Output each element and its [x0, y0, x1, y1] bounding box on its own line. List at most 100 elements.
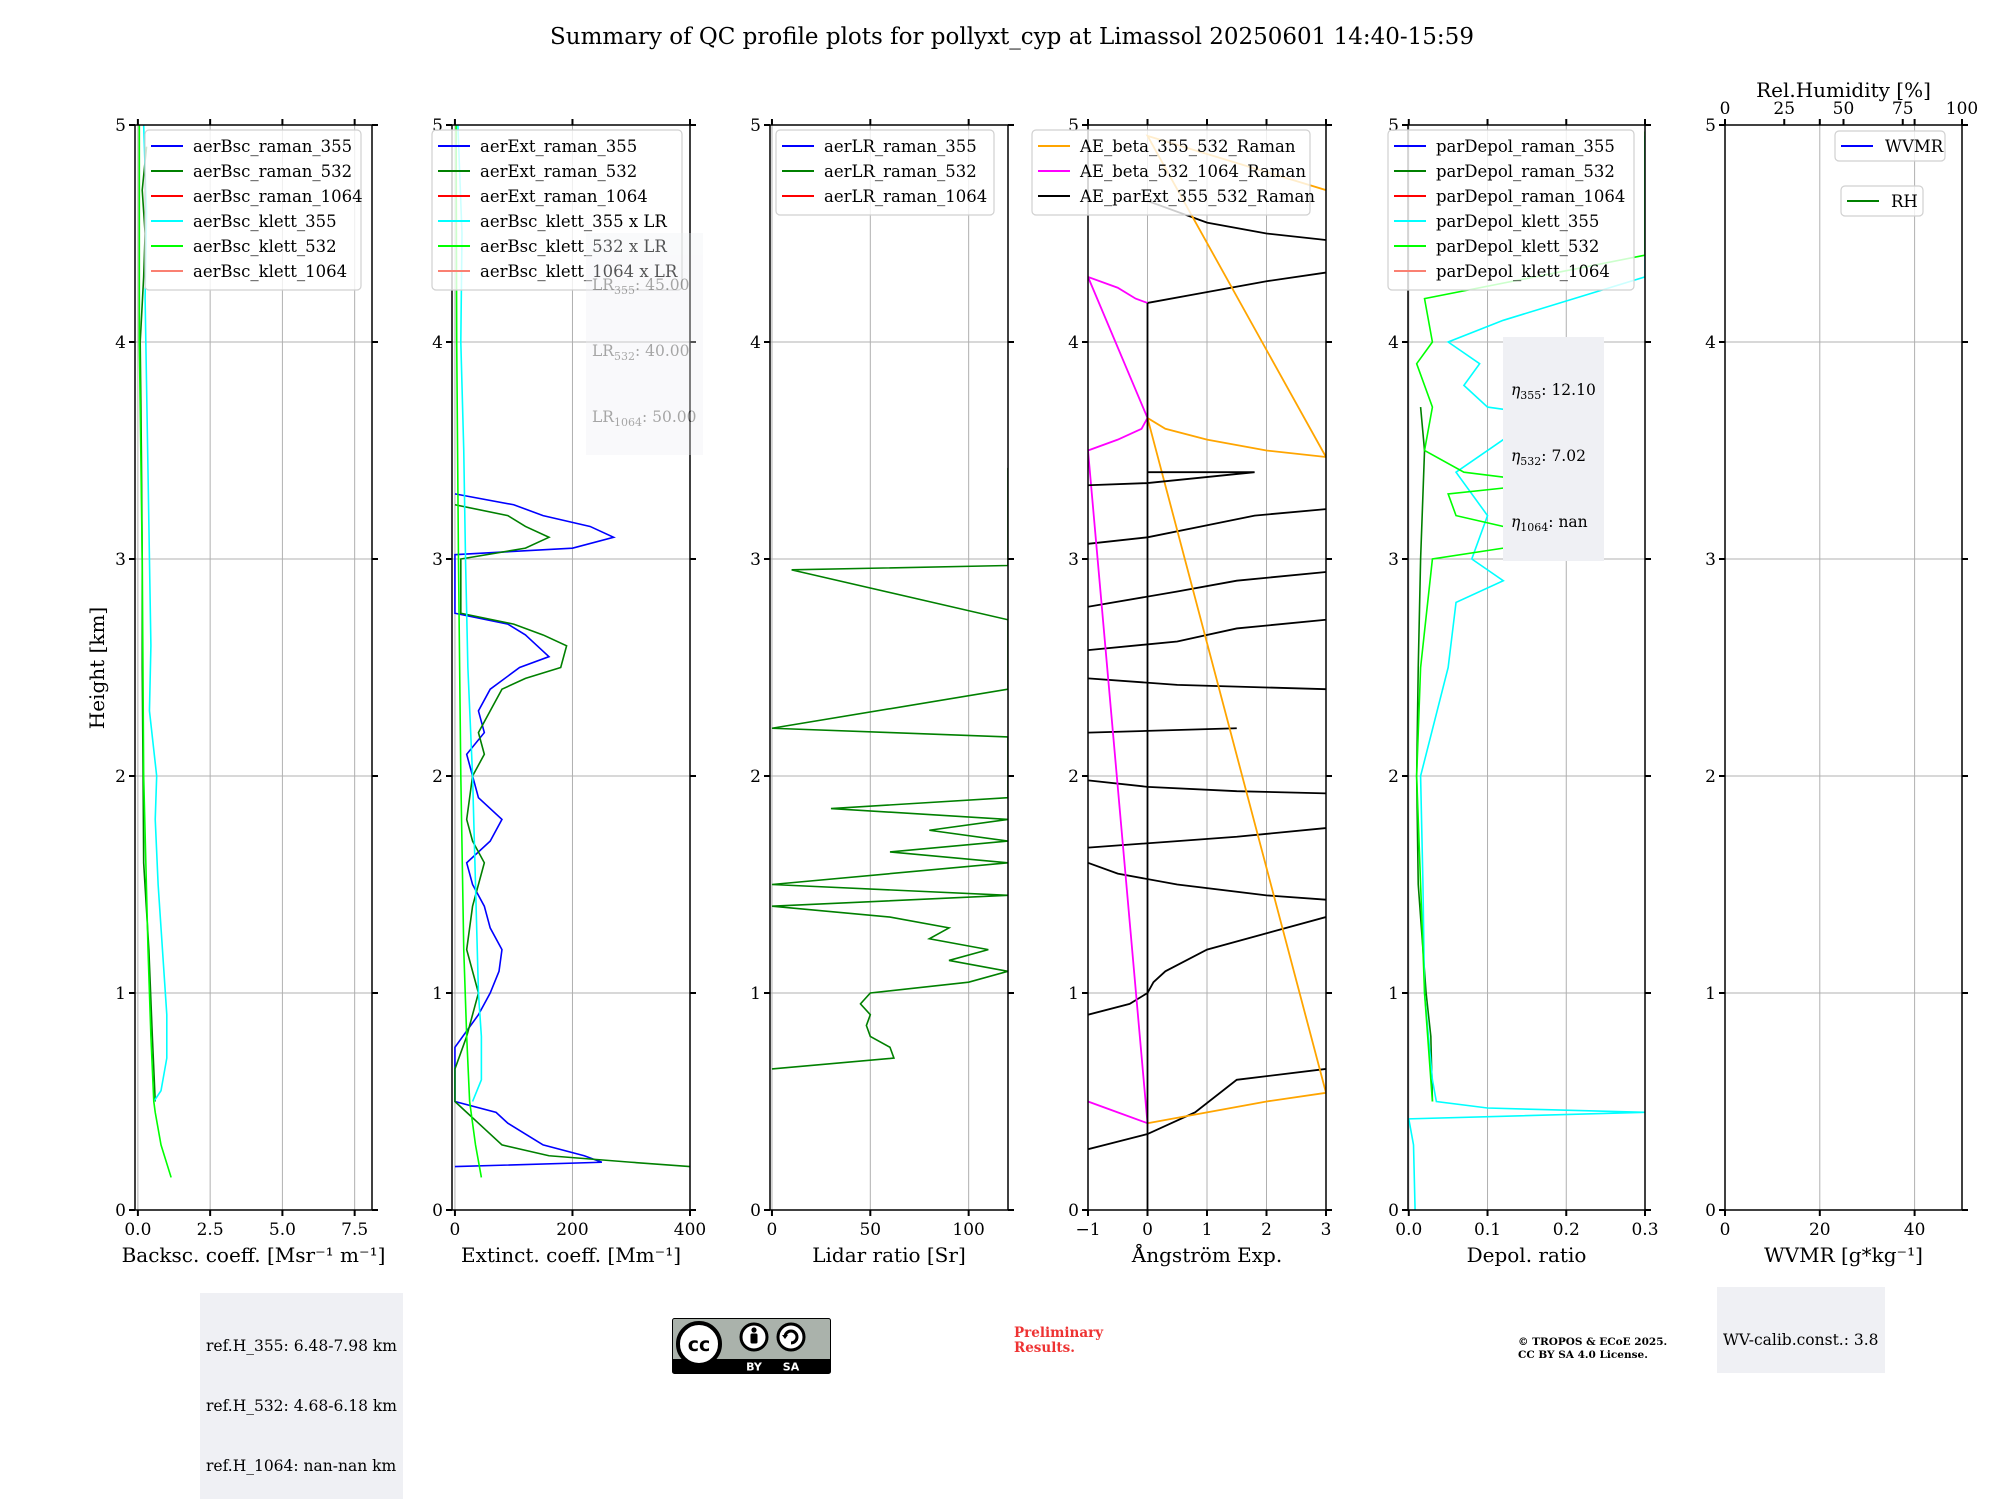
y-tick-label: 3 — [1705, 550, 1716, 570]
series-line-aerExt_raman_355 — [454, 493, 616, 1168]
x-tick-label: 100 — [952, 1220, 984, 1240]
panel-depol: 0.0 0.1 0.2 0.3 0 1 2 3 4 5 Depol. ratio parDepol_r… — [1387, 116, 1659, 1267]
legend-label: aerBsc_klett_532 x LR — [480, 237, 667, 256]
x-axis-label: Ångström Exp. — [1131, 1242, 1282, 1267]
y-tick-label: 1 — [1705, 984, 1716, 1004]
x-tick-label: 400 — [674, 1220, 706, 1240]
legend-label: aerBsc_klett_355 — [193, 212, 337, 231]
x-tick-label: 0 — [1142, 1220, 1153, 1240]
lr-532: LR532: 40.00 — [592, 342, 690, 364]
copyright-note: © TROPOS & ECoE 2025. CC BY SA 4.0 Licen… — [1518, 1336, 1668, 1361]
y-tick-label: 2 — [115, 767, 126, 787]
legend: parDepol_raman_355 parDepol_raman_532 parD… — [1387, 129, 1635, 291]
y-tick-label: 2 — [1388, 767, 1399, 787]
y-tick-label: 3 — [1068, 550, 1079, 570]
y-tick-label: 5 — [1388, 116, 1399, 136]
cc-text: cc — [688, 1334, 711, 1356]
y-tick-label: 5 — [432, 116, 443, 136]
series-line-AE_parExt_355_532_Raman-segment — [1088, 1068, 1326, 1151]
legend-RH: RH — [1840, 185, 1924, 217]
legend: aerLR_raman_355 aerLR_raman_532 aerLR_rama… — [775, 129, 995, 216]
y-tick-label: 0 — [1068, 1201, 1079, 1221]
x-tick-label: 0.2 — [1553, 1220, 1580, 1240]
series-line-AE_parExt_355_532_Raman-segment — [1088, 677, 1326, 691]
top-x-tick-label: 75 — [1892, 99, 1914, 119]
y-tick-label: 2 — [750, 767, 761, 787]
x-tick-label: 2 — [1261, 1220, 1272, 1240]
series-line-parDepol_klett_355 — [1408, 135, 1645, 1210]
y-tick-label: 2 — [1705, 767, 1716, 787]
y-tick-label: 0 — [1388, 1201, 1399, 1221]
axes-frame — [1724, 124, 1963, 1211]
y-tick-label: 4 — [432, 333, 443, 353]
legend-label: AE_parExt_355_532_Raman — [1079, 187, 1315, 206]
y-tick-label: 3 — [1388, 550, 1399, 570]
x-tick-label: 0 — [767, 1220, 778, 1240]
eta-1064: η1064: nan — [1511, 513, 1588, 535]
panel-lidar_ratio: 0 50 100 0 1 2 3 4 5 Lidar ratio [Sr] aerLR_raman_… — [750, 116, 1014, 1267]
legend: aerBsc_raman_355 aerBsc_raman_532 aerBsc_r… — [144, 129, 363, 291]
wv-calibration-box: WV-calib.const.: 3.8 — [1717, 1287, 1885, 1373]
top-x-tick-label: 0 — [1720, 99, 1731, 119]
ref-h-532: ref.H_532: 4.68-6.18 km — [206, 1397, 397, 1415]
lr-1064: LR1064: 50.00 — [592, 408, 697, 430]
x-axis-label: WVMR [g*kg⁻¹] — [1764, 1243, 1923, 1267]
legend: aerExt_raman_355 aerExt_raman_532 aerExt_r… — [431, 129, 683, 291]
y-tick-label: 1 — [432, 984, 443, 1004]
y-axis-label: Height [km] — [85, 607, 109, 729]
legend-label: parDepol_klett_532 — [1436, 237, 1599, 256]
y-tick-label: 5 — [1705, 116, 1716, 136]
y-tick-label: 1 — [115, 984, 126, 1004]
x-tick-label: 3 — [1321, 1220, 1332, 1240]
x-tick-label: 2.5 — [197, 1220, 224, 1240]
legend-label: aerBsc_klett_1064 — [193, 262, 347, 281]
y-tick-label: 1 — [1068, 984, 1079, 1004]
legend-label: aerBsc_raman_532 — [193, 162, 352, 181]
top-axis-label: Rel.Humidity [%] — [1756, 78, 1931, 102]
top-x-tick-label: 50 — [1833, 99, 1855, 119]
legend: AE_beta_355_532_Raman AE_beta_532_1064_Ra… — [1031, 129, 1315, 216]
sa-share-icon — [776, 1322, 806, 1352]
series-line-AE_parExt_355_532_Raman-segment — [1088, 827, 1326, 849]
legend-label: RH — [1891, 192, 1918, 211]
x-tick-label: 0.0 — [124, 1220, 151, 1240]
legend-label: AE_beta_532_1064_Raman — [1079, 162, 1306, 181]
series-line-aerBsc_klett_355 — [142, 125, 168, 1102]
x-axis-label: Lidar ratio [Sr] — [812, 1243, 966, 1267]
legend-label: aerLR_raman_1064 — [824, 187, 987, 206]
fixed-lidar-ratio-box: LR355: 45.00 LR532: 40.00 LR1064: 50.00 — [586, 233, 703, 456]
legend-label: parDepol_raman_532 — [1436, 162, 1615, 181]
y-tick-label: 4 — [1068, 333, 1079, 353]
eta-532: η532: 7.02 — [1511, 447, 1586, 469]
sa-text: SA — [783, 1361, 800, 1374]
y-tick-label: 0 — [750, 1201, 761, 1221]
ref-h-355: ref.H_355: 6.48-7.98 km — [206, 1337, 397, 1355]
x-tick-label: 1 — [1202, 1220, 1213, 1240]
x-tick-label: 7.5 — [341, 1220, 368, 1240]
x-axis-label: Extinct. coeff. [Mm⁻¹] — [461, 1243, 681, 1267]
series-line-AE_parExt_355_532_Raman-segment — [1088, 861, 1326, 901]
series-line-AE_parExt_355_532_Raman-segment — [1088, 571, 1326, 608]
x-tick-label: −1 — [1075, 1220, 1100, 1240]
x-tick-label: 20 — [1809, 1220, 1831, 1240]
series-line-aerBsc_klett_532 — [138, 125, 172, 1178]
x-tick-label: 50 — [859, 1220, 881, 1240]
x-tick-label: 0.1 — [1474, 1220, 1501, 1240]
legend-label: parDepol_raman_355 — [1436, 137, 1615, 156]
y-tick-label: 3 — [115, 550, 126, 570]
y-tick-label: 0 — [1705, 1201, 1716, 1221]
wv-calib-const: WV-calib.const.: 3.8 — [1723, 1331, 1879, 1349]
x-tick-label: 5.0 — [269, 1220, 296, 1240]
panels: 0.0 2.5 5.0 7.5 0 1 2 3 4 5 Backsc. coeff. [Msr⁻¹ … — [115, 78, 1978, 1267]
reference-height-box: ref.H_355: 6.48-7.98 km ref.H_532: 4.68-… — [200, 1293, 403, 1499]
series-line-aerBsc_klett_355 x LR — [457, 125, 483, 1102]
axes-frame — [769, 124, 1009, 1211]
legend-label: aerExt_raman_532 — [480, 162, 637, 181]
axes-frame — [134, 124, 373, 1211]
x-axis-label: Depol. ratio — [1467, 1243, 1587, 1267]
y-tick-label: 2 — [1068, 767, 1079, 787]
series-line-AE_parExt_355_532_Raman-segment — [1088, 508, 1326, 545]
panel-backscatter: 0.0 2.5 5.0 7.5 0 1 2 3 4 5 Backsc. coeff. [Msr⁻¹ … — [115, 116, 385, 1267]
y-tick-label: 5 — [115, 116, 126, 136]
legend-label: aerLR_raman_355 — [824, 137, 977, 156]
